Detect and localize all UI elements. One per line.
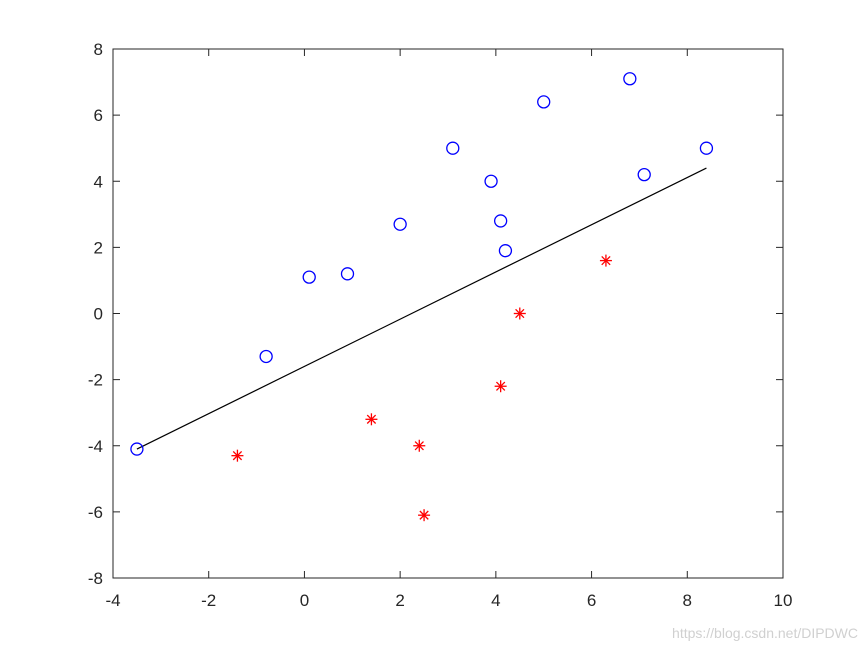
asterisk-point xyxy=(413,439,426,452)
y-tick-label: 4 xyxy=(94,172,103,191)
fit-line xyxy=(136,167,707,450)
y-tick-label: -8 xyxy=(88,569,103,588)
axis-ticks: -4 -2 0 2 4 6 8 10 -8 -6 -4 -2 0 2 4 6 8 xyxy=(88,40,793,610)
circle-point xyxy=(446,141,460,155)
x-tick-label: 0 xyxy=(300,591,309,610)
y-tick-label: 8 xyxy=(94,40,103,59)
x-tick-label: 10 xyxy=(774,591,793,610)
y-tick-label: -6 xyxy=(88,503,103,522)
x-tick-label: 8 xyxy=(683,591,692,610)
asterisk-point xyxy=(365,413,378,426)
x-tick-label: 4 xyxy=(491,591,500,610)
watermark: https://blog.csdn.net/DIPDWC xyxy=(672,625,858,641)
asterisk-point xyxy=(231,449,244,462)
x-tick-label: -4 xyxy=(105,591,120,610)
asterisk-point xyxy=(418,509,431,522)
asterisk-point xyxy=(513,307,526,320)
data-marks xyxy=(130,72,714,522)
circle-point xyxy=(699,141,714,155)
y-tick-label: 6 xyxy=(94,106,103,125)
circle-point xyxy=(130,442,144,456)
circle-point xyxy=(393,217,407,231)
circle-point xyxy=(623,72,637,86)
circle-point xyxy=(637,167,651,182)
y-tick-label: 2 xyxy=(94,238,103,257)
plot-area xyxy=(112,48,784,579)
asterisk-point xyxy=(599,254,612,267)
asterisk-point xyxy=(494,380,507,393)
circle-point xyxy=(493,214,508,228)
circle-point xyxy=(340,267,355,281)
y-tick-label: -2 xyxy=(88,371,103,390)
x-tick-label: 2 xyxy=(395,591,404,610)
fit-line-layer xyxy=(136,167,707,450)
y-tick-label: -4 xyxy=(88,437,103,456)
x-tick-label: 6 xyxy=(587,591,596,610)
circle-point xyxy=(259,349,273,364)
x-tick-label: -2 xyxy=(201,591,216,610)
circle-point xyxy=(537,95,551,109)
circle-point xyxy=(484,174,498,188)
circle-point xyxy=(498,244,513,258)
y-tick-label: 0 xyxy=(94,305,103,324)
circle-point xyxy=(302,270,316,284)
